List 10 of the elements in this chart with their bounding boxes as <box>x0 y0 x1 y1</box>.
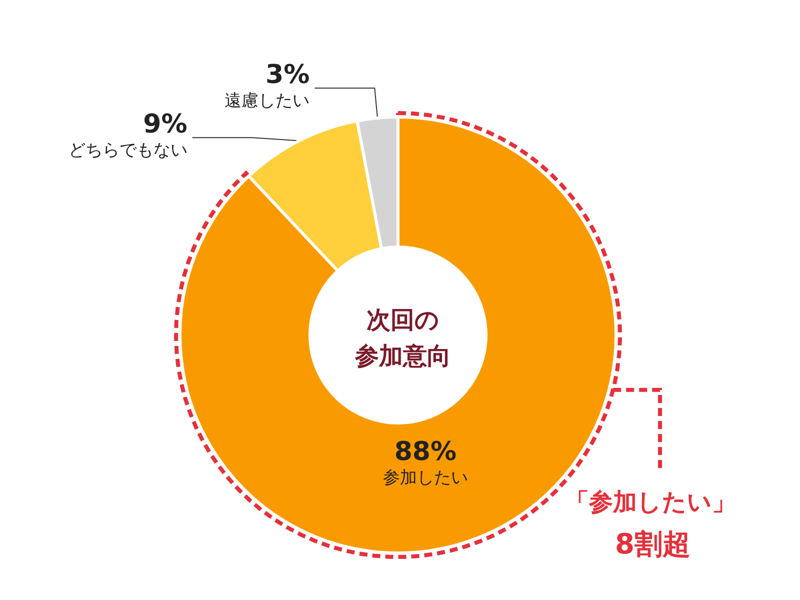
data-label: 88% <box>394 437 457 468</box>
text: 「参加したい」 <box>565 488 736 516</box>
text: 参加意向 <box>354 342 451 370</box>
slice-label: 遠慮したい <box>224 91 310 112</box>
text: 8割超 <box>615 528 690 560</box>
slice-label: 参加したい <box>382 468 468 488</box>
slice-label: どちらでもない <box>68 140 188 161</box>
data-label: 3% <box>266 60 310 90</box>
data-label: 9% <box>143 110 188 140</box>
text: 次回の <box>366 306 440 334</box>
